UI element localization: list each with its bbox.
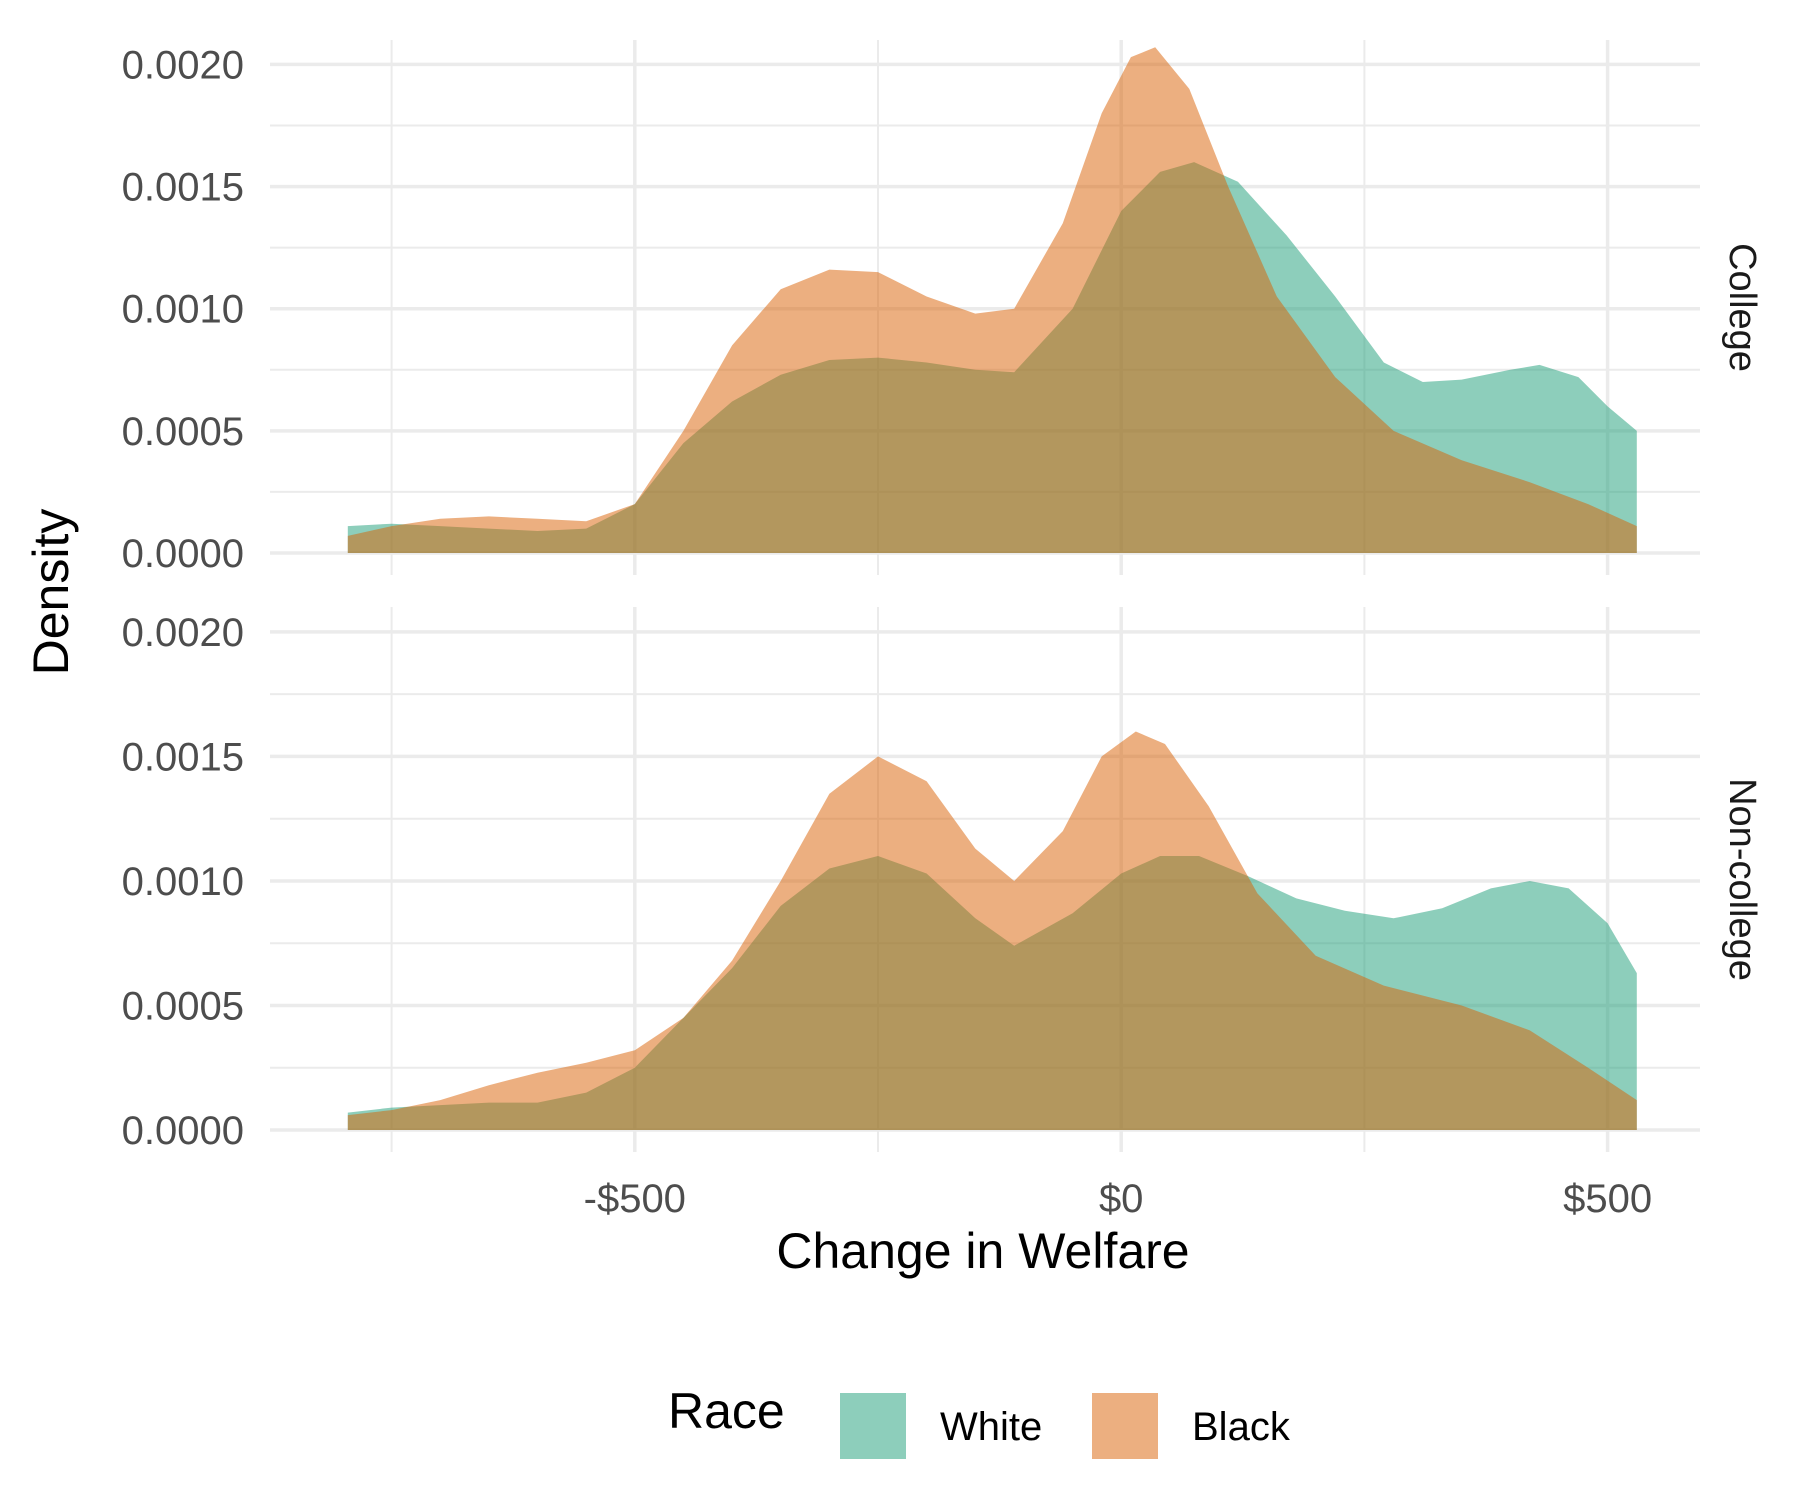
y-tick-label: 0.0010 [122, 860, 244, 904]
y-tick-label: 0.0005 [122, 984, 244, 1028]
density-area-black [347, 47, 1637, 554]
x-tick-label: -$500 [584, 1177, 686, 1221]
legend-title: Race [668, 1383, 785, 1439]
legend: Race White Black [668, 1383, 1291, 1459]
y-tick-label: 0.0020 [122, 43, 244, 87]
legend-key-white [840, 1393, 906, 1459]
legend-key-black [1092, 1393, 1158, 1459]
facet-panels: 0.00000.00050.00100.00150.0020College0.0… [122, 40, 1763, 1153]
legend-label-black: Black [1192, 1405, 1291, 1449]
facet-strip-label: College [1721, 243, 1763, 372]
legend-label-white: White [940, 1405, 1042, 1449]
facet-strip-label: Non-college [1721, 778, 1763, 981]
facet-panel-non-college: 0.0000 0.0005 0.0010 0.0015 0.0020 Non-colleg… [122, 607, 1763, 1153]
y-tick-label: 0.0005 [122, 410, 244, 454]
y-tick-label: 0.0020 [122, 611, 244, 655]
facet-panel-college: 0.0000 0.0005 0.0010 0.0015 0.0020 College [122, 40, 1763, 576]
y-tick-label: 0.0000 [122, 1109, 244, 1153]
x-tick-label: $0 [1099, 1177, 1144, 1221]
x-axis-title: Change in Welfare [776, 1223, 1189, 1279]
y-tick-label: 0.0015 [122, 166, 244, 210]
y-axis-title: Density [23, 509, 79, 676]
y-tick-label: 0.0010 [122, 288, 244, 332]
y-tick-label: 0.0000 [122, 532, 244, 576]
y-tick-label: 0.0015 [122, 735, 244, 779]
density-area-black [347, 731, 1637, 1130]
x-tick-label: $500 [1563, 1177, 1652, 1221]
